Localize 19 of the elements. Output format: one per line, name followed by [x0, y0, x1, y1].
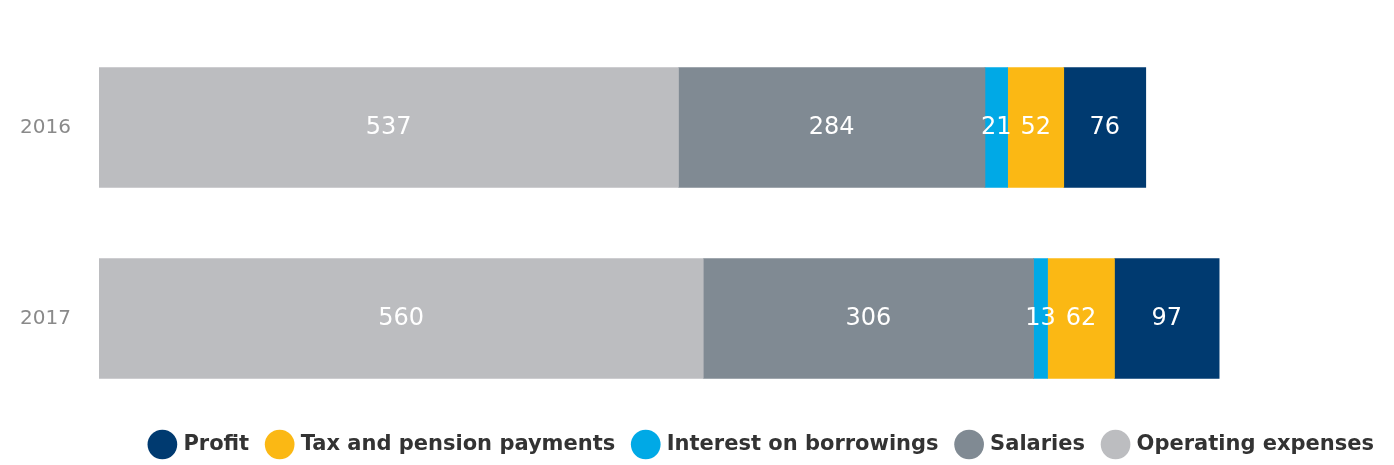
bar — [98, 258, 704, 379]
bar — [1114, 258, 1220, 379]
data-label: 62 — [1065, 302, 1097, 331]
legend-label: Salaries — [990, 430, 1086, 455]
data-label: 52 — [1020, 111, 1051, 140]
data-label: 76 — [1089, 111, 1121, 140]
legend-label: Interest on borrowings — [666, 430, 939, 455]
data-label: 284 — [808, 111, 855, 140]
data-label: 537 — [365, 111, 412, 140]
data-label: 560 — [378, 302, 424, 331]
bar — [1063, 67, 1147, 188]
legend-label: Profit — [183, 430, 250, 455]
y-tick-label: 2017 — [19, 304, 71, 329]
data-label: 97 — [1151, 302, 1183, 331]
legend-label: Tax and pension payments — [300, 430, 616, 455]
legend-label: Operating expenses — [1136, 430, 1375, 455]
y-tick-label: 2016 — [19, 113, 71, 138]
bar — [98, 67, 679, 188]
data-label: 306 — [845, 302, 892, 331]
